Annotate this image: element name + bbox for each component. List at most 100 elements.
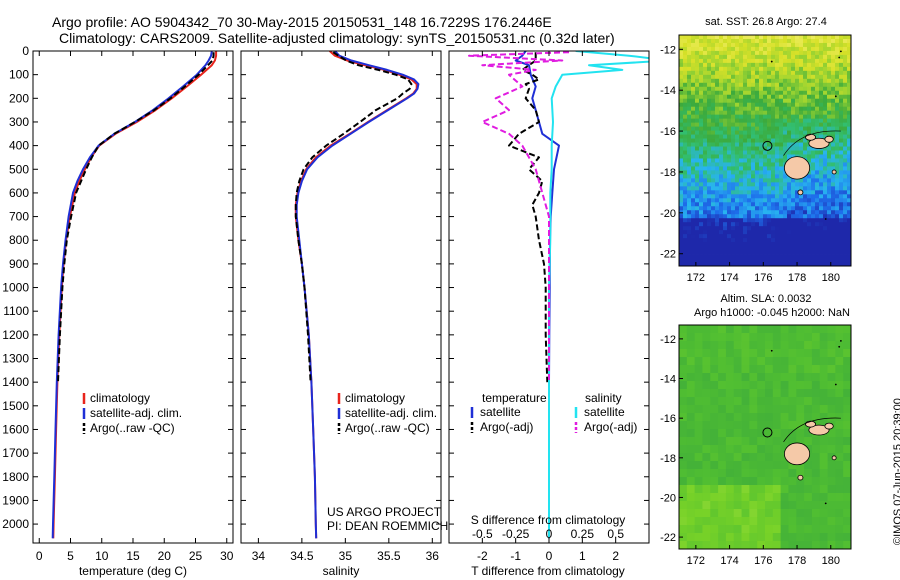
sst-cell <box>699 50 704 56</box>
sla-cell <box>718 493 727 502</box>
sst-cell <box>807 38 812 44</box>
sst-cell <box>739 142 744 147</box>
sla-cell <box>757 525 766 534</box>
sst-cell <box>823 150 828 155</box>
sst-cell <box>707 50 712 56</box>
sst-cell <box>827 58 832 64</box>
sst-cell <box>731 98 736 104</box>
sst-cell <box>767 138 772 143</box>
temperature-ytick-label: 1900 <box>2 493 29 507</box>
sst-cell <box>795 258 800 263</box>
sla-cell <box>843 541 851 549</box>
sst-cell <box>715 214 720 219</box>
sst-cell <box>691 82 696 88</box>
sst-cell <box>791 218 796 223</box>
sst-cell <box>815 182 820 187</box>
sla-cell <box>710 405 719 414</box>
sst-cell <box>711 94 716 100</box>
sla-cell <box>804 509 813 518</box>
sla-cell <box>780 357 789 366</box>
sst-cell <box>679 198 684 203</box>
sla-cell <box>679 405 688 414</box>
sst-cell <box>827 94 832 100</box>
sst-cell <box>747 142 752 147</box>
sst-cell <box>815 254 820 259</box>
sla-cell <box>733 493 742 502</box>
sst-cell <box>683 126 688 131</box>
sst-cell <box>843 130 848 135</box>
sst-cell <box>839 206 844 211</box>
sst-cell <box>799 90 804 96</box>
sst-cell <box>835 106 840 112</box>
sst-cell <box>691 134 696 139</box>
sst-cell <box>687 178 692 183</box>
credit-text: ©IMOS 07-Jun-2015 20:39:00 <box>892 398 900 545</box>
sst-cell <box>759 262 764 266</box>
sst-cell <box>811 234 816 239</box>
sst-cell <box>839 198 844 203</box>
sst-cell <box>811 146 816 151</box>
sst-cell <box>703 226 708 231</box>
sst-cell <box>727 166 732 171</box>
sst-cell <box>823 106 828 112</box>
sst-cell <box>715 254 720 259</box>
sst-cell <box>827 230 832 235</box>
sla-cell <box>796 437 805 446</box>
sst-cell <box>795 190 800 195</box>
sst-cell <box>763 258 768 263</box>
sst-cell <box>695 78 700 84</box>
sla-cell <box>819 493 828 502</box>
sla-cell <box>835 429 844 438</box>
sst-cell <box>835 250 840 255</box>
sst-cell <box>787 38 792 44</box>
sla-cell <box>749 333 758 342</box>
sst-cell <box>715 102 720 108</box>
sst-cell <box>679 214 684 219</box>
sst-cell <box>827 74 832 80</box>
sst-cell <box>731 35 736 40</box>
sst-cell <box>727 250 732 255</box>
sla-cell <box>694 365 703 374</box>
sst-cell <box>763 182 768 187</box>
sst-cell <box>731 94 736 100</box>
sst-cell <box>823 166 828 171</box>
sst-cell <box>779 94 784 100</box>
sst-cell <box>715 190 720 195</box>
sst-cell <box>823 82 828 88</box>
sst-cell <box>755 126 760 131</box>
sst-cell <box>819 154 824 159</box>
sst-cell <box>723 182 728 187</box>
sst-cell <box>683 182 688 187</box>
sst-cell <box>751 238 756 243</box>
temperature-ytick-label: 0 <box>22 44 29 58</box>
sst-cell <box>723 42 728 48</box>
sst-cell <box>711 218 716 223</box>
sst-cell <box>823 38 828 44</box>
sst-cell <box>699 46 704 52</box>
sst-cell <box>799 202 804 207</box>
sst-cell <box>815 78 820 84</box>
sst-cell <box>803 82 808 88</box>
sst-cell <box>843 78 848 84</box>
sst-cell <box>747 194 752 199</box>
sst-cell <box>775 114 780 120</box>
sla-cell <box>772 405 782 414</box>
sst-cell <box>791 58 796 64</box>
sst-cell <box>723 138 728 143</box>
sst-cell <box>819 66 824 72</box>
sst-cell <box>739 210 744 215</box>
sst-cell <box>691 35 696 40</box>
sst-cell <box>767 146 772 151</box>
sst-cell <box>683 230 688 235</box>
sst-cell <box>691 62 696 68</box>
sla-cell <box>757 365 766 374</box>
sst-cell <box>799 74 804 80</box>
sst-cell <box>763 206 768 211</box>
sst-cell <box>811 122 816 127</box>
sst-cell <box>847 226 851 231</box>
sla-cell <box>843 509 851 518</box>
sst-cell <box>723 114 728 120</box>
sst-cell <box>847 214 851 219</box>
sst-cell <box>775 242 780 247</box>
sst-cell <box>687 118 692 124</box>
